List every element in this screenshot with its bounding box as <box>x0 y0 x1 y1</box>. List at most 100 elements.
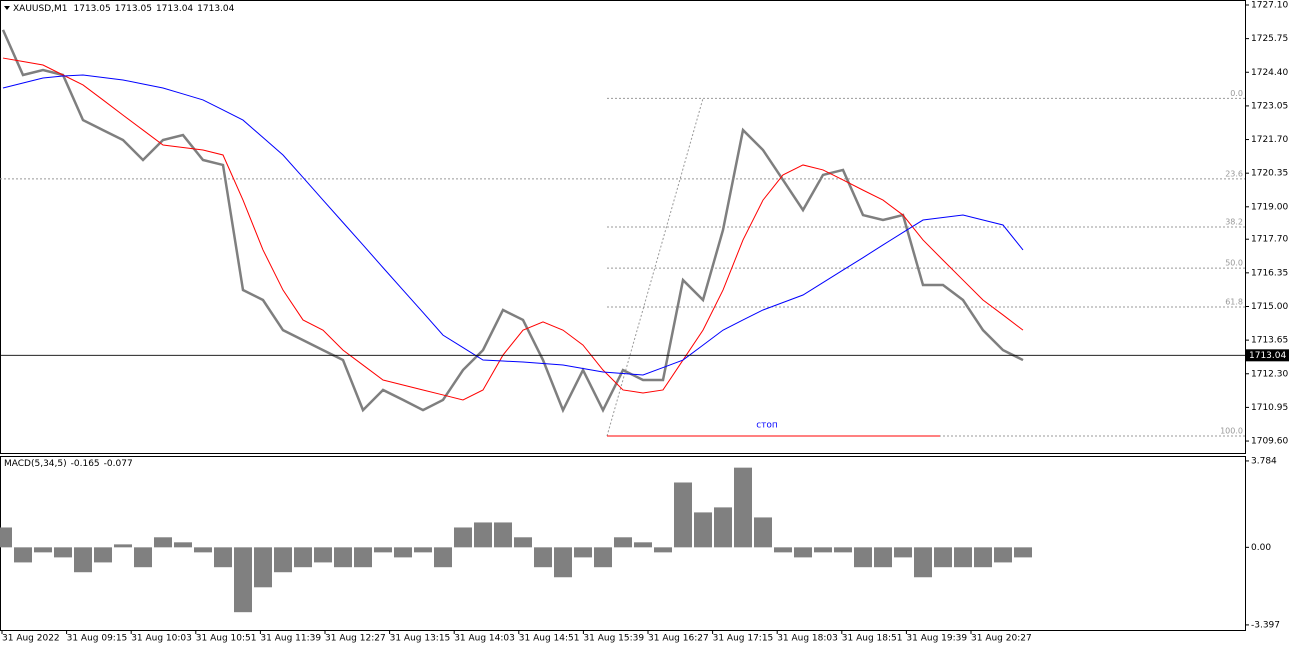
macd-bar <box>434 547 452 568</box>
y-tick-label: 1710.95 <box>1251 403 1288 413</box>
x-tick-label: 31 Aug 19:39 <box>906 634 967 644</box>
macd-bar <box>234 547 252 613</box>
macd-bar <box>914 547 932 578</box>
x-tick-label: 31 Aug 10:51 <box>196 634 257 644</box>
x-tick-label: 31 Aug 10:03 <box>131 634 192 644</box>
y-tick-label: 1716.35 <box>1251 268 1288 278</box>
macd-bar <box>214 547 232 568</box>
macd-bar <box>794 547 812 558</box>
x-tick-label: 31 Aug 12:27 <box>325 634 386 644</box>
macd-bar <box>374 547 392 553</box>
x-tick-label: 31 Aug 18:03 <box>777 634 838 644</box>
x-tick-label: 31 Aug 17:15 <box>713 634 774 644</box>
macd-bar <box>514 537 532 548</box>
macd-bar <box>754 517 772 548</box>
fib-label: 23.6 <box>1225 169 1243 178</box>
macd-bar <box>294 547 312 568</box>
macd-bar <box>274 547 292 573</box>
x-tick-label: 31 Aug 13:15 <box>390 634 451 644</box>
macd-bar <box>654 547 672 553</box>
macd-bar <box>94 547 112 563</box>
macd-bar <box>494 522 512 548</box>
menu-triangle[interactable] <box>4 6 10 10</box>
y-tick-label: 1724.40 <box>1251 68 1288 78</box>
macd-bar <box>934 547 952 568</box>
y-tick-label: 3.784 <box>1251 456 1277 466</box>
y-tick-label: 1719.00 <box>1251 202 1288 212</box>
y-tick-label: 1712.30 <box>1251 369 1288 379</box>
macd-bar <box>834 547 852 553</box>
fib-label: 50.0 <box>1225 259 1243 268</box>
macd-bar <box>774 547 792 553</box>
macd-bar <box>154 537 172 548</box>
fib-label: 100.0 <box>1220 427 1243 436</box>
macd-bar <box>134 547 152 568</box>
moving-average <box>2 74 1024 376</box>
macd-value: -0.165 <box>71 459 100 469</box>
y-tick-label: -3.397 <box>1251 620 1280 630</box>
x-tick-label: 31 Aug 2022 <box>2 634 60 644</box>
fib-label: 61.8 <box>1225 297 1243 306</box>
macd-bar <box>474 522 492 548</box>
macd-bar <box>334 547 352 568</box>
moving-average <box>2 57 1024 401</box>
macd-bar <box>614 537 632 548</box>
ohlc: 1713.05 <box>115 4 152 14</box>
x-tick-label: 31 Aug 11:39 <box>260 634 321 644</box>
macd-bar <box>694 512 712 548</box>
x-tick-label: 31 Aug 20:27 <box>971 634 1032 644</box>
x-tick-label: 31 Aug 14:51 <box>519 634 580 644</box>
macd-bar <box>454 527 472 548</box>
macd-bar <box>534 547 552 568</box>
macd-bar <box>554 547 572 578</box>
macd-bar <box>814 547 832 553</box>
macd-bar <box>74 547 92 573</box>
macd-bar <box>194 547 212 553</box>
macd-bar <box>114 544 132 548</box>
macd-bar <box>594 547 612 568</box>
y-tick-label: 1725.75 <box>1251 34 1288 44</box>
fib-trendline <box>606 98 704 437</box>
macd-bar <box>994 547 1012 563</box>
fib-label: 0.0 <box>1230 89 1243 98</box>
macd-bar <box>974 547 992 568</box>
macd-bar <box>674 482 692 548</box>
macd-bar <box>34 547 52 553</box>
macd-bar <box>354 547 372 568</box>
macd-header: MACD(5,34,5) -0.165 -0.077 <box>4 459 133 469</box>
x-tick-label: 31 Aug 16:27 <box>648 634 709 644</box>
x-tick-label: 31 Aug 18:51 <box>842 634 903 644</box>
y-tick-label: 1715.00 <box>1251 302 1288 312</box>
ohlc: 1713.04 <box>156 4 193 14</box>
macd-bar <box>734 467 752 548</box>
y-tick-label: 1723.05 <box>1251 101 1288 111</box>
y-tick-label: 1713.65 <box>1251 336 1288 346</box>
y-tick-label: 1709.60 <box>1251 437 1288 447</box>
current-price-box <box>1246 349 1289 362</box>
main-header: XAUUSD,M1 1713.05 1713.05 1713.04 1713.04 <box>13 4 235 14</box>
y-tick-label: 0.00 <box>1251 543 1271 553</box>
x-tick-label: 31 Aug 14:03 <box>454 634 515 644</box>
ohlc: 1713.04 <box>197 4 234 14</box>
macd-bar <box>414 547 432 553</box>
symbol: XAUUSD,M1 <box>13 4 68 14</box>
macd-bar <box>574 547 592 558</box>
y-tick-label: 1727.10 <box>1251 0 1288 10</box>
main-panel <box>0 0 1246 454</box>
macd-bar <box>0 527 12 548</box>
macd-bar <box>174 542 192 548</box>
macd-value: -0.077 <box>104 459 133 469</box>
price-line <box>1 29 1024 414</box>
macd-bar <box>894 547 912 558</box>
macd-bar <box>314 547 332 563</box>
current-price-label: 1713.04 <box>1249 351 1286 361</box>
macd-bar <box>854 547 872 568</box>
macd-bar <box>54 547 72 558</box>
macd-bar <box>1014 547 1032 558</box>
macd-bar <box>14 547 32 563</box>
macd-bar <box>254 547 272 588</box>
macd-bar <box>954 547 972 568</box>
y-tick-label: 1717.70 <box>1251 235 1288 245</box>
macd-bar <box>634 542 652 548</box>
